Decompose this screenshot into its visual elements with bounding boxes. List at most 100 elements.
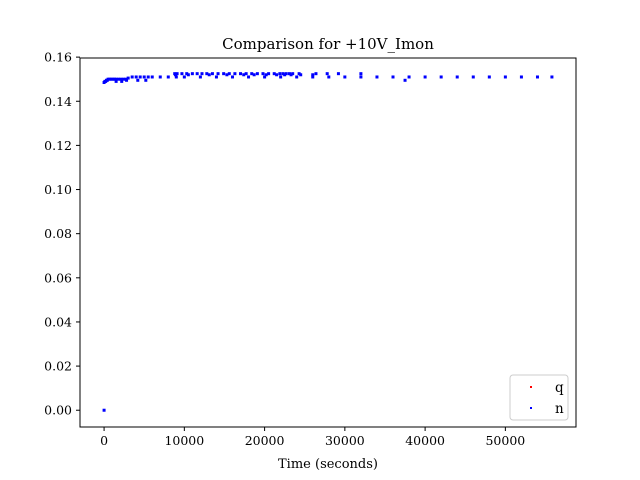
data-point-n [287,72,291,76]
data-point-n [311,73,315,77]
data-point-n [535,75,539,79]
data-point-n [117,77,121,81]
data-point-n [114,79,118,83]
data-point-n [244,72,248,76]
data-point-n [359,75,363,79]
data-point-n [291,72,295,76]
data-point-n [126,76,130,80]
legend-box [509,374,569,421]
y-tick-label: 0.02 [44,359,72,374]
data-point-n [111,77,115,81]
data-point-n [185,72,189,76]
x-tick-label: 10000 [164,433,204,448]
legend-label-n: n [555,401,564,417]
data-point-n [136,78,140,82]
data-point-n [134,75,138,79]
data-point-n [250,72,254,76]
data-point-n [403,78,407,82]
data-point-n [289,73,293,77]
data-point-n [113,77,117,81]
data-point-n [283,73,287,77]
data-point-n [391,75,395,79]
data-point-n [142,75,146,79]
chart-title: Comparison for +10V_Imon [222,35,434,53]
data-point-n [375,75,379,79]
data-point-n [275,73,279,77]
data-point-n [279,75,283,79]
data-point-n [242,73,246,77]
data-point-n [297,72,301,76]
data-point-n [230,75,234,79]
data-point-n [144,78,148,82]
data-point-n [455,75,459,79]
data-point-n [252,73,256,77]
data-point-n [150,75,154,79]
data-point-n [261,72,265,76]
data-point-n [343,75,347,79]
data-point-n [120,79,124,83]
y-tick-label: 0.14 [44,94,72,109]
data-point-n [119,77,123,81]
data-point-n [239,72,243,76]
data-point-n [439,75,443,79]
data-point-n [158,75,162,79]
data-point-n [299,73,303,77]
y-tick-label: 0.00 [44,403,72,418]
axes: 0 10000 20000 30000 40000 50000 0.00 0.02 0.04 0.… [44,50,577,448]
data-point-n [278,72,282,76]
data-point-n [487,75,491,79]
y-tick-label: 0.06 [44,270,72,285]
y-tick-label: 0.12 [44,138,72,153]
data-point-n [108,77,112,81]
data-point-n [216,72,220,76]
data-point-n [195,72,199,76]
data-point-n [314,72,318,76]
data-point-n [264,73,268,77]
axes-frame [79,57,577,428]
x-tick-label: 40000 [405,433,445,448]
data-point-n [106,77,110,81]
y-tick-label: 0.10 [44,182,72,197]
data-point-n [114,77,118,81]
y-tick-label: 0.08 [44,226,72,241]
plot-area [102,72,554,412]
data-point-n [125,78,129,82]
x-tick-label: 20000 [245,433,285,448]
data-point-n [325,72,329,76]
y-tick-label: 0.16 [44,50,72,65]
data-point-n [109,77,113,81]
data-point-n [295,75,299,79]
data-point-n [471,75,475,79]
data-point-n [503,75,507,79]
data-point-n [284,72,288,76]
data-point-n [121,77,125,81]
data-point-n [182,75,186,79]
data-point-n [247,75,251,79]
legend-label-q: q [555,380,564,396]
data-point-n [175,72,179,76]
x-tick-label: 50000 [485,433,525,448]
data-point-n [407,75,411,79]
x-tick-label: 0 [100,433,108,448]
data-point-n [102,408,106,412]
data-point-n [519,75,523,79]
data-point-n [146,75,150,79]
data-point-n [423,75,427,79]
data-point-n [336,72,340,76]
data-point-n [166,75,170,79]
data-point-n [550,75,554,79]
data-point-n [186,73,190,77]
data-point-n [174,75,178,79]
data-point-n [207,73,211,77]
data-point-n [130,75,134,79]
data-point-n [233,72,237,76]
y-tick-label: 0.04 [44,314,72,329]
data-point-n [180,72,184,76]
legend-marker-q [530,386,532,388]
data-point-n [174,73,178,77]
data-point-n [255,72,259,76]
data-point-n [200,72,204,76]
legend-marker-n [530,407,532,409]
data-point-n [210,72,214,76]
